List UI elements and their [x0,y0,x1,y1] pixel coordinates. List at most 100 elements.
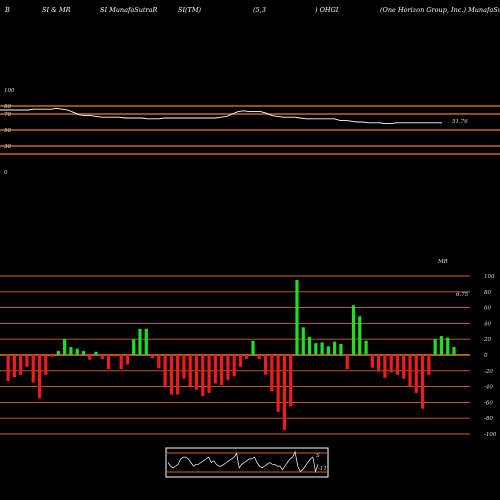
mr-bar [276,355,280,412]
mr-bar [238,355,243,367]
mr-tick--100: -100 [484,432,497,438]
mr-tick--40: -40 [484,385,493,391]
mr-bar [452,347,456,355]
mr-bar [88,355,92,360]
rsi-tick-80: 80 [4,104,11,110]
mr-bar [245,355,249,359]
mr-bar [427,355,431,375]
rsi-tick-30: 30 [4,144,11,150]
mr-bar [100,355,104,359]
mr-bar [257,355,261,359]
mr-bar [81,351,86,355]
mr-tick-20: 20 [483,337,491,343]
header-col1: B [5,6,10,14]
rsi-last-value-label: 51.76 [452,119,468,125]
rsi-tick-100: 100 [4,88,15,94]
mr-bar [345,355,349,370]
mr-bar [301,327,305,355]
mr-bar [433,339,437,355]
mr-bar [163,355,167,387]
mr-bar [106,355,111,370]
mr-bar [75,348,79,355]
header-col3: SI MunafaSutraR [100,6,158,14]
mr-bar [113,355,117,357]
mr-bar [295,279,299,355]
mr-bar [194,355,199,390]
mr-tick-60: 60 [484,306,491,312]
mr-tick-0: 0 [484,353,488,359]
mr-bar [37,355,42,399]
mr-bar [220,355,224,386]
mr-last-value-label: 6.75 [456,292,469,298]
mr-bar [395,355,400,375]
mr-tick-40: 40 [483,321,491,327]
mr-bar [69,347,73,355]
mr-tick--80: -80 [484,416,493,422]
mr-bar [270,355,274,392]
mr-bar [389,355,393,373]
mr-bar [402,355,406,379]
rsi-tick-70: 70 [4,112,11,118]
header-col6: ) OHGI [315,6,339,14]
mini-tick-bottom: -11 [318,466,327,472]
mr-bar [351,305,356,355]
mr-bar [307,336,312,355]
header-col4: SI(TM) [178,6,202,14]
mr-bar [50,355,54,357]
mr-bar [314,343,318,355]
mr-bar [339,343,343,355]
rsi-line [0,107,442,125]
mr-bar [232,355,236,377]
mr-bar [150,355,155,359]
mr-bar [12,355,16,378]
mr-bar [19,355,23,375]
mr-tick-100: 100 [484,274,495,280]
mini-box [165,447,329,478]
mr-bar [251,340,255,355]
mr-title: MR [437,259,448,265]
mr-tick-80: 80 [484,290,491,296]
mr-bar [326,346,330,355]
mr-bar [282,355,287,431]
mr-bar [213,355,217,384]
mr-bar [383,355,387,378]
mr-bar [333,341,337,355]
rsi-tick-0: 0 [4,170,8,176]
mr-bar [446,337,450,355]
mr-tick--60: -60 [484,400,493,406]
mr-tick--20: -20 [484,369,493,375]
mr-bar [138,328,142,355]
mr-bar [56,351,60,355]
mr-bar [414,355,418,393]
mr-bar [320,342,324,355]
mr-bar [63,339,67,355]
mr-bar [25,355,29,367]
mr-bar [408,355,412,387]
rsi-tick-50: 50 [4,128,11,134]
mr-bar [119,355,123,370]
mini-tick-top: S [316,453,320,459]
mr-bar [144,328,148,355]
mr-bar [263,355,268,375]
mr-bar [157,355,161,369]
mr-bar [377,355,381,372]
mr-bar [176,355,180,395]
mr-bar [44,355,48,375]
mr-bar [420,355,425,409]
mr-bar [182,355,186,379]
mr-bar [364,340,368,355]
mr-bar [188,355,192,387]
mr-bar [94,351,98,355]
mr-bar [370,355,374,368]
mr-bar [226,355,230,381]
mr-bar [31,355,35,383]
mr-bar [439,336,444,355]
mr-bar [358,316,362,355]
mr-bar [289,355,293,407]
mr-bar [6,355,10,382]
mini-line [167,450,319,473]
header-col5: (5,3 [253,6,266,14]
mr-bar [201,355,205,397]
mr-bar [132,339,136,355]
